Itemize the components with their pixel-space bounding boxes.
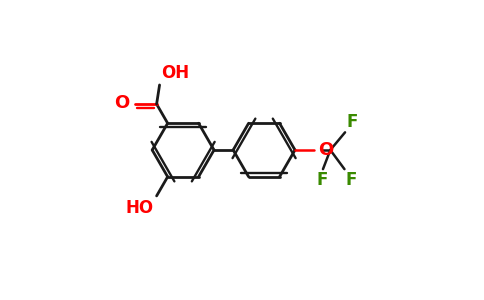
Text: OH: OH	[161, 64, 189, 82]
Text: F: F	[317, 172, 328, 190]
Text: HO: HO	[125, 199, 153, 217]
Text: O: O	[114, 94, 129, 112]
Text: O: O	[318, 141, 334, 159]
Text: F: F	[346, 172, 357, 190]
Text: F: F	[347, 113, 358, 131]
